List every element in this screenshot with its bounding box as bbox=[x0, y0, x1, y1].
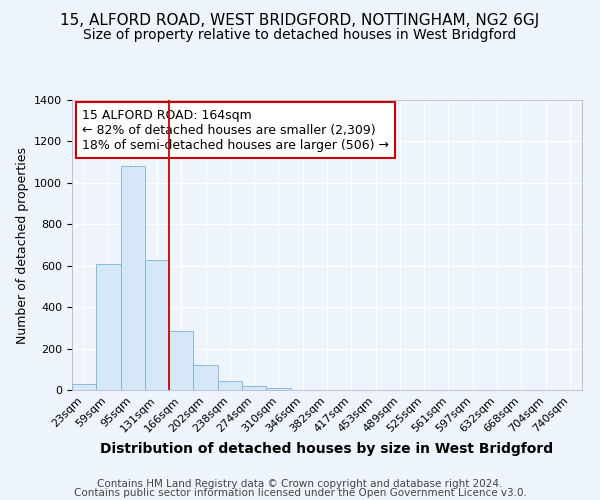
Text: Contains public sector information licensed under the Open Government Licence v3: Contains public sector information licen… bbox=[74, 488, 526, 498]
Bar bbox=[145, 260, 169, 390]
Bar bbox=[121, 166, 145, 390]
X-axis label: Distribution of detached houses by size in West Bridgford: Distribution of detached houses by size … bbox=[100, 442, 554, 456]
Text: 15 ALFORD ROAD: 164sqm
← 82% of detached houses are smaller (2,309)
18% of semi-: 15 ALFORD ROAD: 164sqm ← 82% of detached… bbox=[82, 108, 389, 152]
Text: Size of property relative to detached houses in West Bridgford: Size of property relative to detached ho… bbox=[83, 28, 517, 42]
Text: Contains HM Land Registry data © Crown copyright and database right 2024.: Contains HM Land Registry data © Crown c… bbox=[97, 479, 503, 489]
Y-axis label: Number of detached properties: Number of detached properties bbox=[16, 146, 29, 344]
Bar bbox=[218, 380, 242, 390]
Bar bbox=[242, 386, 266, 390]
Bar bbox=[266, 388, 290, 390]
Bar bbox=[193, 365, 218, 390]
Bar bbox=[96, 264, 121, 390]
Bar bbox=[72, 384, 96, 390]
Text: 15, ALFORD ROAD, WEST BRIDGFORD, NOTTINGHAM, NG2 6GJ: 15, ALFORD ROAD, WEST BRIDGFORD, NOTTING… bbox=[61, 12, 539, 28]
Bar bbox=[169, 331, 193, 390]
